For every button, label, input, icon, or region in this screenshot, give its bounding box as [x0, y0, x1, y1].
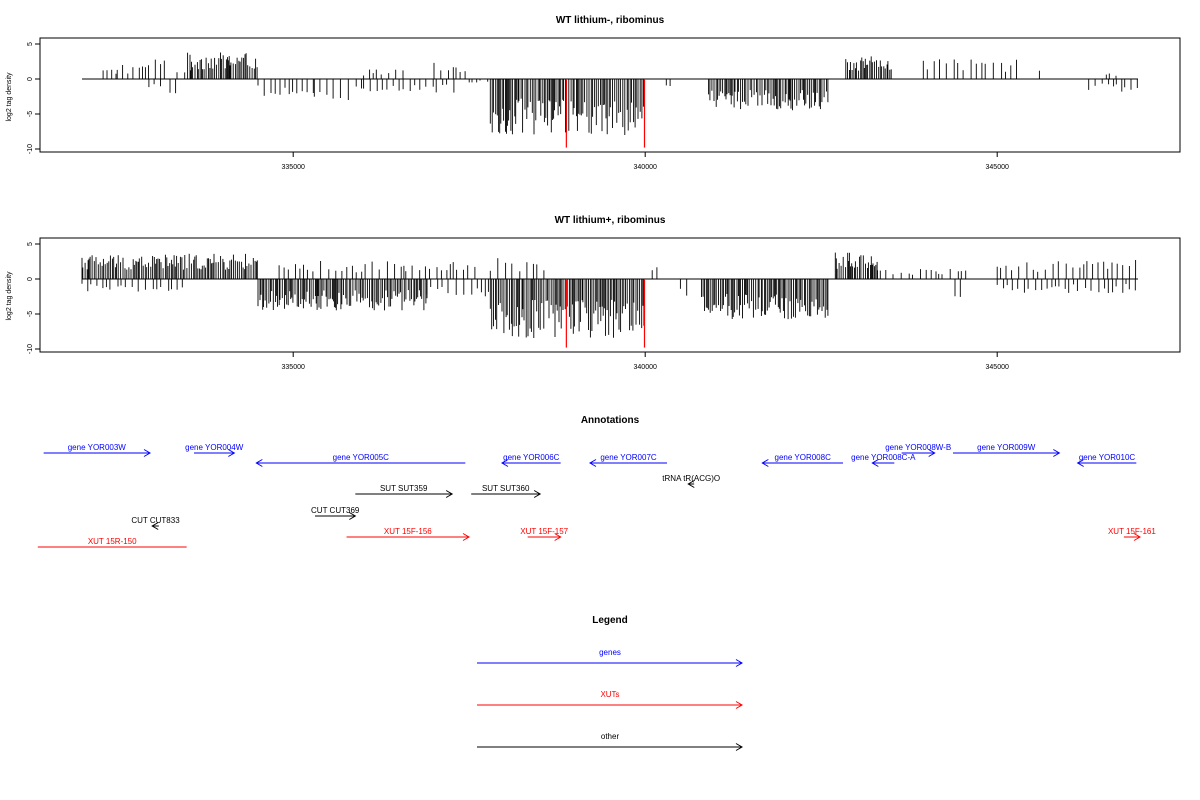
annotation-label: gene YOR008C [775, 453, 832, 462]
x-tick-label: 335000 [282, 364, 305, 371]
density-bars [102, 52, 1138, 148]
y-tick-label: 5 [27, 42, 34, 46]
annotations-title: Annotations [581, 415, 640, 426]
legend-arrow [477, 659, 743, 667]
annotation-arrow [501, 459, 561, 467]
annotation-arrow [589, 459, 667, 467]
annotation-label: XUT 15F-161 [1108, 527, 1156, 536]
x-tick-label: 345000 [986, 364, 1009, 371]
y-axis: 5 0 -5 -10 [27, 42, 40, 154]
y-tick-label: 0 [27, 77, 34, 81]
annotation-label: gene YOR006C [503, 453, 560, 462]
annotation-label: gene YOR009W [977, 443, 1036, 452]
annotation-label: gene YOR003W [68, 443, 127, 452]
annotation-arrow [527, 533, 562, 541]
y-tick-label: -5 [27, 111, 34, 117]
y-axis: 5 0 -5 -10 [27, 242, 40, 354]
annotation-arrow [761, 459, 843, 467]
annotation-arrow [255, 459, 466, 467]
annotation-arrow [194, 449, 236, 457]
legend-panel: Legend genes XUTs other [477, 615, 743, 751]
annotation-arrow [43, 449, 151, 457]
annotation-label: SUT SUT360 [482, 484, 530, 493]
legend-arrow [477, 743, 743, 751]
panel-title: WT lithium-, ribominus [556, 15, 665, 26]
annotations-panel: Annotations gene YOR003W gene YOR004Wgene… [37, 415, 1156, 548]
annotation-label: CUT CUT369 [311, 506, 360, 515]
x-tick-label: 335000 [282, 164, 305, 171]
annotation-arrow [1123, 533, 1141, 541]
legend-title: Legend [592, 615, 628, 626]
density-bars [81, 252, 1137, 348]
annotation-arrow [953, 449, 1061, 457]
annotation-arrow [687, 480, 695, 488]
legend-arrow [477, 701, 743, 709]
y-tick-label: 0 [27, 277, 34, 281]
annotation-label: SUT SUT359 [380, 484, 428, 493]
y-axis-label: log2 tag density [6, 271, 13, 321]
y-tick-label: -10 [27, 144, 34, 154]
legend-label: XUTs [600, 690, 619, 699]
annotation-arrow [315, 512, 357, 520]
y-tick-label: -5 [27, 311, 34, 317]
plot-frame [39, 37, 1181, 153]
x-axis: 335000 340000 345000 [282, 352, 1009, 371]
track-panel-lithium-minus: WT lithium-, ribominus log2 tag density … [6, 15, 1181, 171]
annotation-label: XUT 15R-150 [88, 537, 137, 546]
y-tick-label: 5 [27, 242, 34, 246]
y-tick-label: -10 [27, 344, 34, 354]
y-axis-label: log2 tag density [6, 72, 13, 122]
annotation-label: gene YOR008C-A [851, 453, 916, 462]
annotation-label: gene YOR007C [600, 453, 657, 462]
annotation-label: tRNA tR(ACG)O [662, 474, 720, 483]
plot-frame [39, 237, 1181, 353]
annotation-label: CUT CUT833 [131, 516, 180, 525]
annotation-arrow [346, 533, 470, 541]
annotation-label: gene YOR004W [185, 443, 244, 452]
annotation-arrow [901, 449, 936, 457]
legend-label: genes [599, 648, 621, 657]
track-panel-lithium-plus: WT lithium+, ribominus log2 tag density … [6, 215, 1181, 371]
annotation-arrow [871, 459, 895, 467]
x-axis: 335000 340000 345000 [282, 152, 1009, 171]
annotation-arrow [151, 522, 159, 530]
panel-title: WT lithium+, ribominus [555, 215, 666, 226]
annotation-label: gene YOR010C [1079, 453, 1136, 462]
x-tick-label: 340000 [634, 164, 657, 171]
x-tick-label: 340000 [634, 364, 657, 371]
annotation-label: gene YOR005C [333, 453, 390, 462]
annotation-label: XUT 15F-156 [384, 527, 432, 536]
legend-label: other [601, 732, 620, 741]
x-tick-label: 345000 [986, 164, 1009, 171]
annotation-arrow [355, 490, 454, 498]
annotation-features: gene YOR003W gene YOR004W gene YOR005C gene… [37, 443, 1156, 548]
legend-entries: genes XUTs other [477, 648, 743, 751]
annotation-label: gene YOR008W-B [885, 443, 951, 452]
annotation-arrow [1076, 459, 1137, 467]
annotation-arrow [471, 490, 542, 498]
annotation-label: XUT 15F-157 [520, 527, 568, 536]
